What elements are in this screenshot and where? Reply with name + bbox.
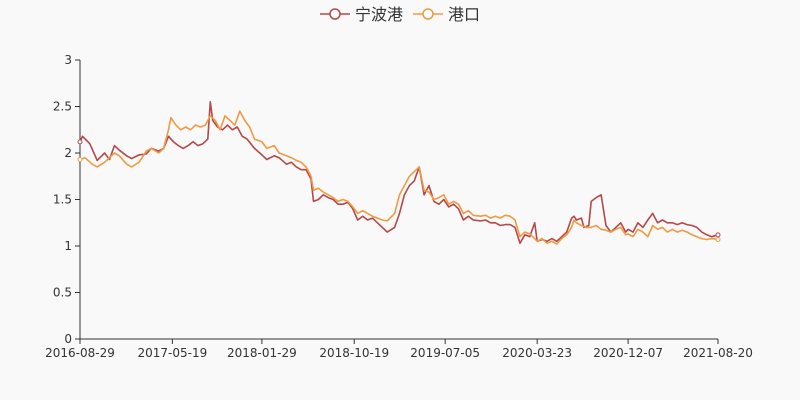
legend[interactable]: 宁波港 港口 bbox=[320, 5, 480, 24]
x-tick-label: 2018-10-19 bbox=[319, 346, 389, 360]
y-tick-label: 0 bbox=[64, 332, 72, 346]
x-tick-label: 2021-08-20 bbox=[683, 346, 753, 360]
series-line-0 bbox=[79, 101, 719, 244]
y-tick-label: 2 bbox=[64, 146, 72, 160]
y-tick-label: 3 bbox=[64, 53, 72, 67]
x-tick-label: 2020-12-07 bbox=[593, 346, 663, 360]
series-start-point-1 bbox=[77, 157, 83, 163]
y-tick-label: 0.5 bbox=[53, 286, 72, 300]
x-tick-label: 2016-08-29 bbox=[45, 346, 115, 360]
series-line-1 bbox=[79, 110, 719, 245]
y-tick-label: 1.5 bbox=[53, 193, 72, 207]
y-tick-label: 2.5 bbox=[53, 100, 72, 114]
series-end-point-0 bbox=[715, 232, 721, 238]
x-tick-label: 2017-05-19 bbox=[137, 346, 207, 360]
legend-label: 港口 bbox=[448, 5, 480, 24]
x-axis: 2016-08-29 2017-05-19 2018-01-29 2018-10-19… bbox=[45, 338, 753, 360]
y-axis: 0 0.5 1 1.5 2 2.5 3 bbox=[53, 53, 81, 346]
legend-label: 宁波港 bbox=[355, 5, 403, 24]
legend-item-0[interactable]: 宁波港 bbox=[320, 5, 403, 24]
series-start-point-0 bbox=[77, 139, 83, 145]
x-tick-label: 2020-03-23 bbox=[502, 346, 572, 360]
legend-item-1[interactable]: 港口 bbox=[413, 5, 480, 24]
y-tick-label: 1 bbox=[64, 239, 72, 253]
legend-marker bbox=[422, 8, 434, 20]
legend-marker bbox=[329, 8, 341, 20]
x-tick-label: 2018-01-29 bbox=[227, 346, 297, 360]
series-end-point-1 bbox=[715, 236, 721, 242]
x-tick-label: 2019-07-05 bbox=[410, 346, 480, 360]
series-layer bbox=[77, 101, 721, 245]
